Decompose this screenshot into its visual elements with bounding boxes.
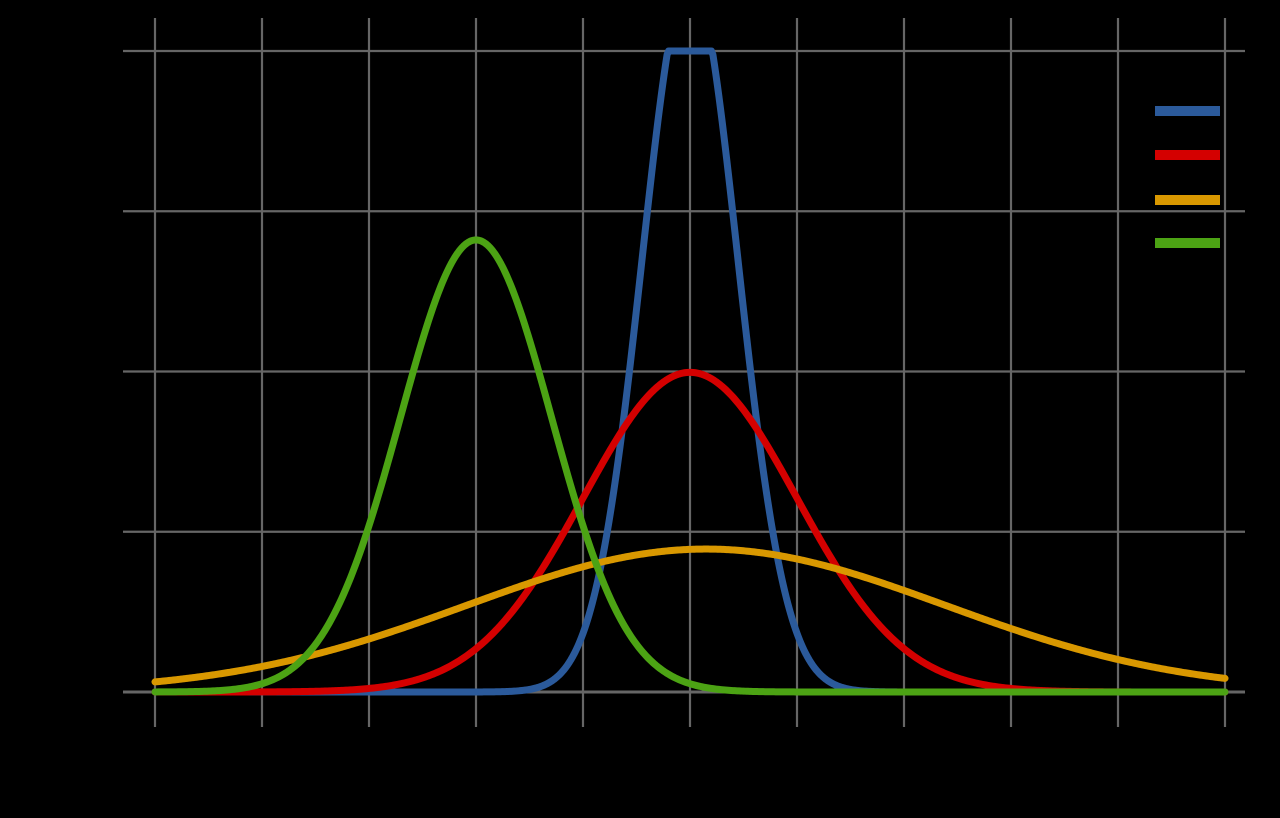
legend-swatch-0 bbox=[1155, 106, 1220, 116]
legend-swatch-2 bbox=[1155, 195, 1220, 205]
curve-series-2 bbox=[151, 545, 1229, 686]
legend-swatch-1 bbox=[1155, 150, 1220, 160]
data-curves bbox=[151, 47, 1229, 696]
curve-series-3 bbox=[151, 236, 1229, 696]
legend-swatch-3 bbox=[1155, 238, 1220, 248]
legend-swatches bbox=[1155, 106, 1220, 248]
